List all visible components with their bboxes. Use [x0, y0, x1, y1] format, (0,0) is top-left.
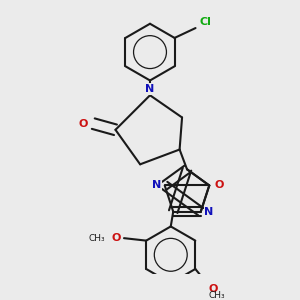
Text: N: N: [205, 207, 214, 217]
Text: N: N: [152, 180, 161, 190]
Text: O: O: [112, 233, 121, 243]
Text: CH₃: CH₃: [89, 234, 106, 243]
Text: CH₃: CH₃: [208, 291, 225, 300]
Text: N: N: [146, 84, 154, 94]
Text: Cl: Cl: [200, 17, 212, 27]
Text: O: O: [215, 180, 224, 190]
Text: O: O: [208, 284, 218, 294]
Text: O: O: [79, 118, 88, 129]
